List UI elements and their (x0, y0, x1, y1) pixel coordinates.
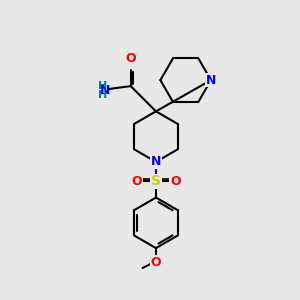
Text: S: S (151, 174, 161, 188)
Text: H: H (98, 80, 107, 91)
Text: O: O (170, 175, 181, 188)
Text: O: O (125, 52, 136, 65)
Text: N: N (151, 155, 161, 168)
Text: N: N (206, 74, 216, 87)
Text: N: N (100, 84, 110, 97)
Text: O: O (151, 256, 161, 269)
Text: H: H (98, 90, 107, 100)
Text: O: O (131, 175, 142, 188)
